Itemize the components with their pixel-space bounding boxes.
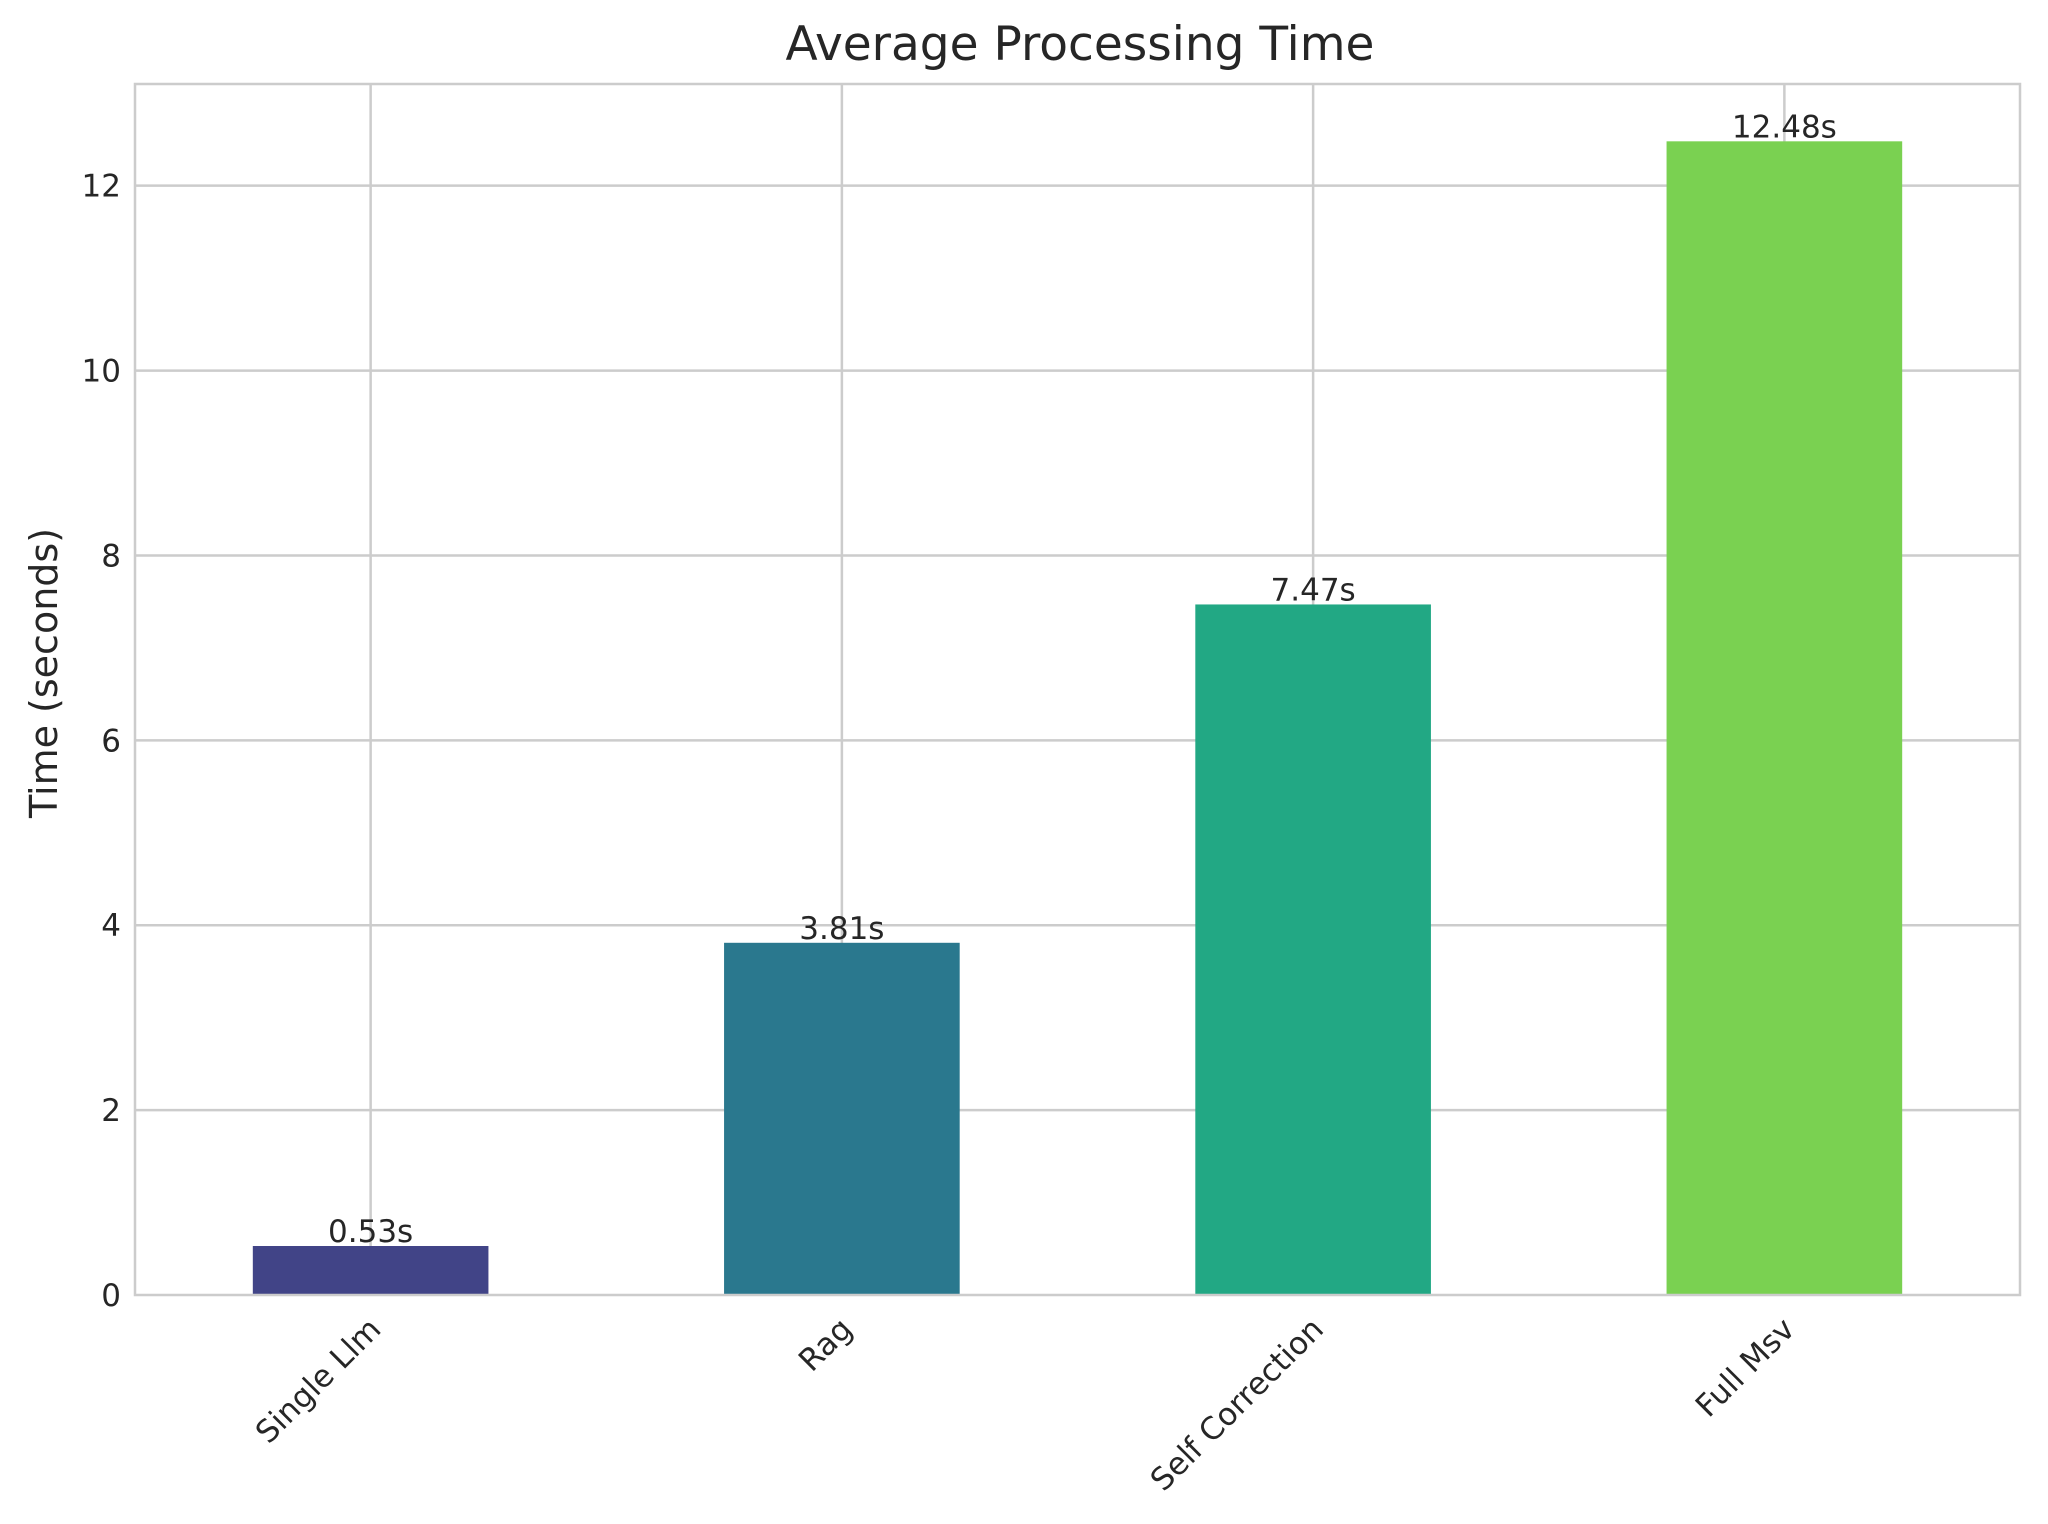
data-label: 12.48s — [1732, 109, 1837, 145]
data-label: 0.53s — [328, 1214, 413, 1250]
y-axis-label: Time (seconds) — [22, 528, 66, 819]
data-label: 3.81s — [799, 911, 884, 947]
y-tick-label: 12 — [82, 169, 121, 205]
y-tick-labels: 0 2 4 6 8 10 12 — [82, 169, 121, 1314]
bar — [1195, 604, 1431, 1295]
y-tick-label: 8 — [101, 538, 121, 574]
y-tick-label: 6 — [101, 723, 121, 759]
y-tick-label: 2 — [101, 1093, 121, 1129]
data-labels: 0.53s 3.81s 7.47s 12.48s — [328, 109, 1837, 1250]
plot-frame — [133, 82, 2022, 1297]
bar-layer — [252, 141, 1903, 1296]
bar — [724, 942, 960, 1295]
bar — [252, 1246, 489, 1295]
chart-title: Average Processing Time — [786, 17, 1375, 72]
y-tick-label: 10 — [82, 354, 121, 390]
bar — [1666, 141, 1903, 1296]
data-label: 7.47s — [1271, 572, 1356, 608]
y-tick-label: 0 — [101, 1278, 121, 1314]
y-tick-label: 4 — [101, 908, 121, 944]
